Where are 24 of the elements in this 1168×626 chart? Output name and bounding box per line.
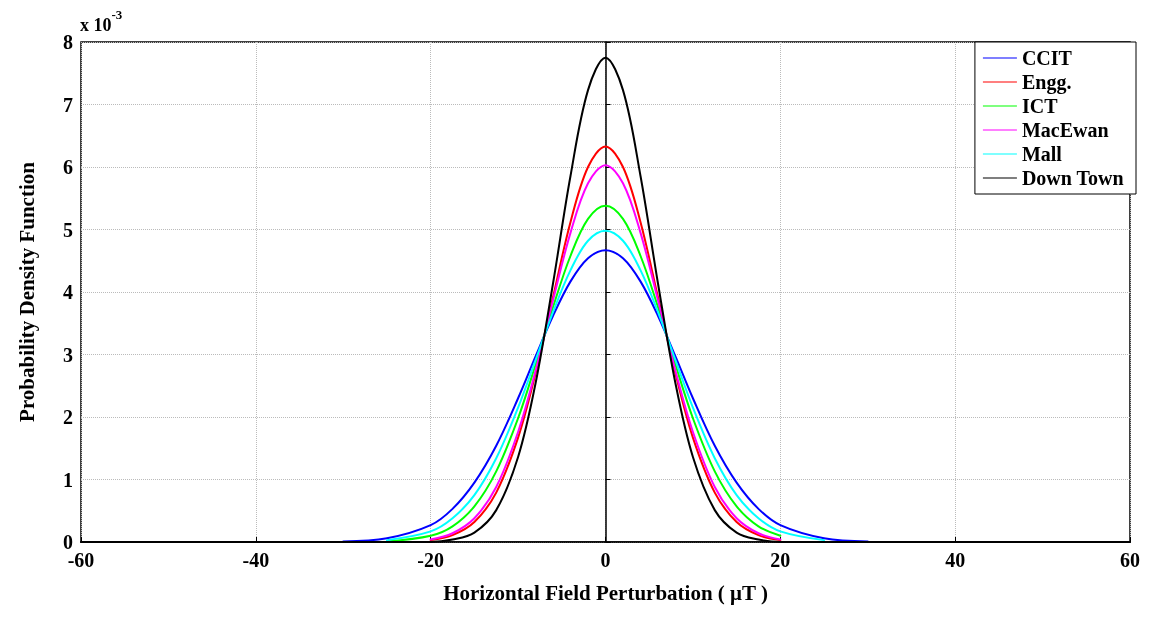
x-tick-label: -20 (417, 549, 444, 571)
x-tick-label: 40 (945, 549, 966, 571)
x-tick-label: 60 (1120, 549, 1140, 571)
legend-label: CCIT (1021, 47, 1073, 69)
legend-label: Engg. (1021, 71, 1072, 94)
y-tick-label: 5 (63, 218, 73, 241)
legend-label: Down Town (1021, 167, 1124, 189)
x-tick-label: 0 (600, 549, 611, 571)
y-tick-label: 1 (63, 468, 73, 491)
legend-label: Mall (1021, 143, 1063, 165)
y-tick-label: 4 (63, 281, 73, 303)
y-tick-label: 6 (63, 156, 73, 178)
y-axis-title: Probability Density Function (14, 161, 39, 422)
y-tick-label: 2 (63, 406, 73, 428)
y-tick-label: 3 (63, 343, 73, 366)
line-series (385, 229, 826, 542)
x-tick-label: -40 (242, 549, 270, 571)
x-tick-label: 20 (770, 549, 791, 571)
y-tick-label: 7 (63, 93, 73, 116)
y-tick-label: 8 (63, 31, 73, 53)
x-axis-title: Horizontal Field Perturbation ( μT ) (443, 580, 768, 605)
legend-label: ICT (1021, 95, 1059, 117)
line-series (342, 249, 869, 543)
legend-label: MacEwan (1021, 119, 1109, 141)
